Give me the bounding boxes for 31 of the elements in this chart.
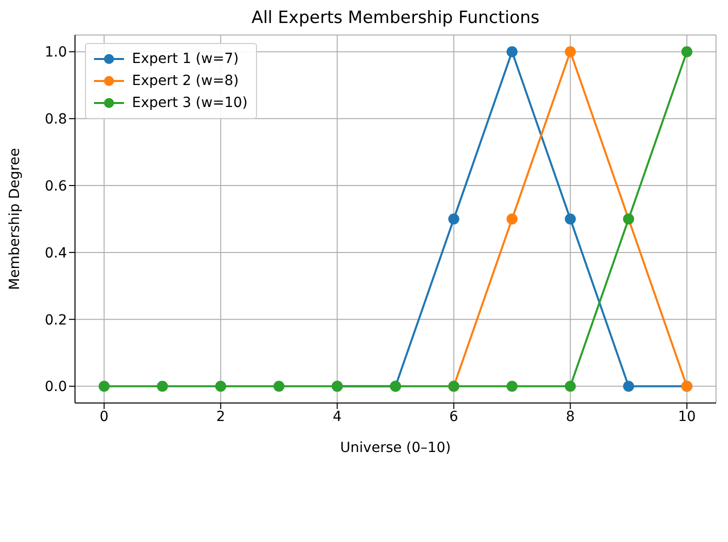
point bbox=[564, 46, 576, 58]
x-tick-label: 8 bbox=[566, 408, 575, 425]
point bbox=[564, 214, 576, 224]
legend-label: Expert 2 (w=8) bbox=[132, 73, 239, 89]
point bbox=[506, 380, 518, 392]
point bbox=[681, 46, 692, 58]
x-tick-label: 10 bbox=[678, 408, 696, 425]
point bbox=[156, 380, 168, 392]
point bbox=[98, 380, 110, 392]
point bbox=[506, 214, 518, 224]
legend-label: Expert 3 (w=10) bbox=[132, 95, 248, 111]
chart-title: All Experts Membership Functions bbox=[250, 8, 541, 28]
point bbox=[273, 380, 284, 392]
point bbox=[448, 214, 460, 224]
y-tick-label: 0.4 bbox=[44, 245, 68, 262]
y-tick-label: 0.8 bbox=[44, 112, 67, 128]
y-tick-label: 1.0 bbox=[44, 44, 67, 61]
point bbox=[506, 46, 518, 58]
y-tick-label: 0.6 bbox=[44, 178, 68, 195]
y-axis-title: Membership Degree bbox=[6, 148, 23, 290]
y-tick-label: 0.0 bbox=[44, 379, 67, 396]
point bbox=[564, 380, 576, 392]
x-tick-label: 4 bbox=[332, 408, 342, 425]
x-tick-label: 2 bbox=[216, 408, 226, 425]
legend-label: Expert 1 (w=7) bbox=[132, 51, 239, 67]
y-tick-label: 0.2 bbox=[44, 312, 67, 328]
x-axis-title: Universe (0–10) bbox=[340, 440, 451, 456]
x-tick-label: 6 bbox=[449, 408, 458, 425]
point bbox=[215, 380, 226, 392]
point bbox=[623, 380, 634, 392]
x-tick-label: 0 bbox=[100, 408, 109, 425]
